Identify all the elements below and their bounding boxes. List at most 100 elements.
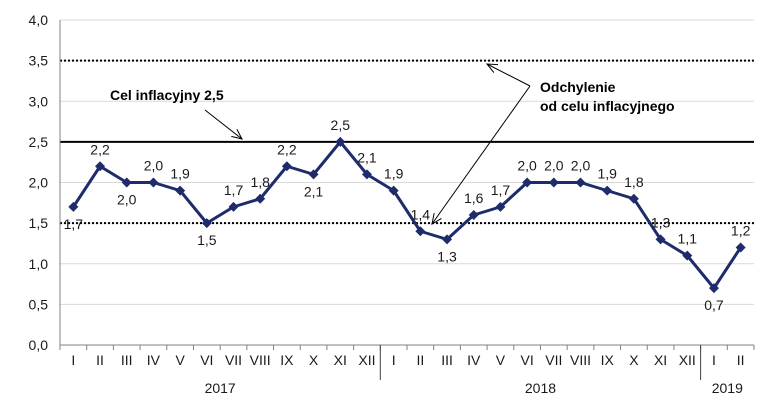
- data-label: 1,2: [731, 223, 751, 239]
- data-label: 1,8: [624, 174, 644, 190]
- data-point: [682, 250, 693, 261]
- axes: 0,00,51,01,52,02,53,03,54,0I II III IV V VI VI…: [29, 12, 755, 396]
- data-point: [655, 234, 666, 245]
- x-tick-label: II: [96, 352, 104, 368]
- data-label: 2,0: [144, 158, 164, 174]
- x-tick-label: VIII: [250, 352, 271, 368]
- deviation-arrow-upper: [486, 63, 531, 87]
- data-label: 2,5: [331, 117, 351, 133]
- series-line: [72, 140, 742, 290]
- data-point: [602, 185, 613, 196]
- reference-lines: [60, 59, 754, 225]
- data-point: [228, 201, 239, 212]
- deviation-annotation-line2: od celu inflacyjnego: [540, 98, 675, 114]
- x-tick-label: IV: [467, 352, 481, 368]
- annotations: Cel inflacyjny 2,5 Odchylenie od celu in…: [110, 63, 675, 225]
- x-tick-label: II: [416, 352, 424, 368]
- x-tick-label: XII: [358, 352, 375, 368]
- data-point: [388, 185, 399, 196]
- data-label: 2,2: [90, 141, 110, 157]
- deviation-arrow-lower-head: [431, 213, 442, 225]
- deviation-annotation-line1: Odchylenie: [540, 79, 616, 95]
- year-label: 2017: [205, 380, 236, 396]
- y-tick-label: 0,5: [29, 296, 49, 312]
- y-tick-label: 1,5: [29, 215, 49, 231]
- y-tick-label: 1,0: [29, 256, 49, 272]
- data-label: 2,1: [357, 149, 377, 165]
- data-label: 1,9: [597, 166, 617, 182]
- data-label: 1,9: [384, 166, 404, 182]
- x-tick-label: I: [71, 352, 75, 368]
- deviation-arrow-lower: [431, 85, 531, 225]
- data-point: [628, 193, 639, 204]
- data-label: 2,2: [277, 141, 297, 157]
- data-point: [495, 201, 506, 212]
- y-tick-label: 2,5: [29, 134, 49, 150]
- data-point: [121, 177, 132, 188]
- data-label: 1,4: [411, 206, 431, 222]
- y-tick-label: 0,0: [29, 337, 49, 353]
- x-tick-label: X: [629, 352, 639, 368]
- x-tick-label: IX: [280, 352, 294, 368]
- x-tick-label: II: [737, 352, 745, 368]
- x-tick-label: XI: [654, 352, 667, 368]
- x-tick-label: X: [309, 352, 319, 368]
- x-tick-label: VII: [225, 352, 242, 368]
- year-label: 2018: [525, 380, 556, 396]
- data-label: 2,0: [117, 192, 137, 208]
- x-tick-label: IV: [147, 352, 161, 368]
- x-tick-label: XI: [334, 352, 347, 368]
- data-point: [335, 136, 346, 147]
- data-label: 0,7: [704, 297, 724, 313]
- x-tick-label: IX: [601, 352, 615, 368]
- data-label: 1,7: [64, 216, 84, 232]
- data-label: 1,7: [491, 182, 511, 198]
- x-tick-label: III: [441, 352, 453, 368]
- y-tick-label: 2,0: [29, 175, 49, 191]
- x-tick-label: XII: [679, 352, 696, 368]
- data-point: [95, 161, 106, 172]
- data-point: [68, 201, 79, 212]
- data-point: [281, 161, 292, 172]
- data-label: 1,5: [197, 232, 217, 248]
- x-tick-label: VI: [520, 352, 533, 368]
- y-tick-label: 4,0: [29, 12, 49, 28]
- deviation-arrow-upper-head: [485, 63, 499, 73]
- data-label: 1,7: [224, 182, 244, 198]
- data-label: 1,6: [464, 190, 484, 206]
- x-tick-label: VI: [200, 352, 213, 368]
- x-tick-label: VIII: [570, 352, 591, 368]
- data-point: [468, 210, 479, 220]
- x-tick-label: V: [496, 352, 506, 368]
- data-label: 1,9: [170, 166, 190, 182]
- data-point: [361, 169, 372, 180]
- target-arrow-head: [231, 129, 243, 140]
- data-label: 2,0: [544, 158, 564, 174]
- data-point: [522, 177, 533, 188]
- data-labels: 1,7 2,2 2,0 2,0 1,9 1,5 1,7 1,8 2,2 2,1 2,5 2,1 1,9 1…: [64, 117, 751, 313]
- year-label: 2019: [712, 380, 743, 396]
- data-point: [255, 193, 266, 204]
- x-tick-label: III: [121, 352, 133, 368]
- data-label: 2,0: [571, 158, 591, 174]
- y-tick-label: 3,5: [29, 53, 49, 69]
- target-arrow: [204, 109, 243, 140]
- x-tick-label: I: [712, 352, 716, 368]
- data-label: 2,1: [304, 183, 324, 199]
- data-label: 2,0: [517, 158, 537, 174]
- data-label: 1,1: [678, 231, 698, 247]
- data-point: [201, 218, 212, 229]
- data-point: [442, 234, 453, 245]
- data-label: 1,3: [437, 248, 457, 264]
- x-tick-label: V: [175, 352, 185, 368]
- series-cpi: [68, 136, 746, 294]
- x-tick-label: VII: [545, 352, 562, 368]
- data-point: [308, 169, 319, 180]
- data-point: [708, 283, 719, 294]
- x-tick-label: I: [392, 352, 396, 368]
- target-annotation: Cel inflacyjny 2,5: [110, 87, 224, 103]
- data-point: [735, 242, 746, 253]
- data-point: [415, 226, 426, 237]
- gridlines: [60, 19, 754, 305]
